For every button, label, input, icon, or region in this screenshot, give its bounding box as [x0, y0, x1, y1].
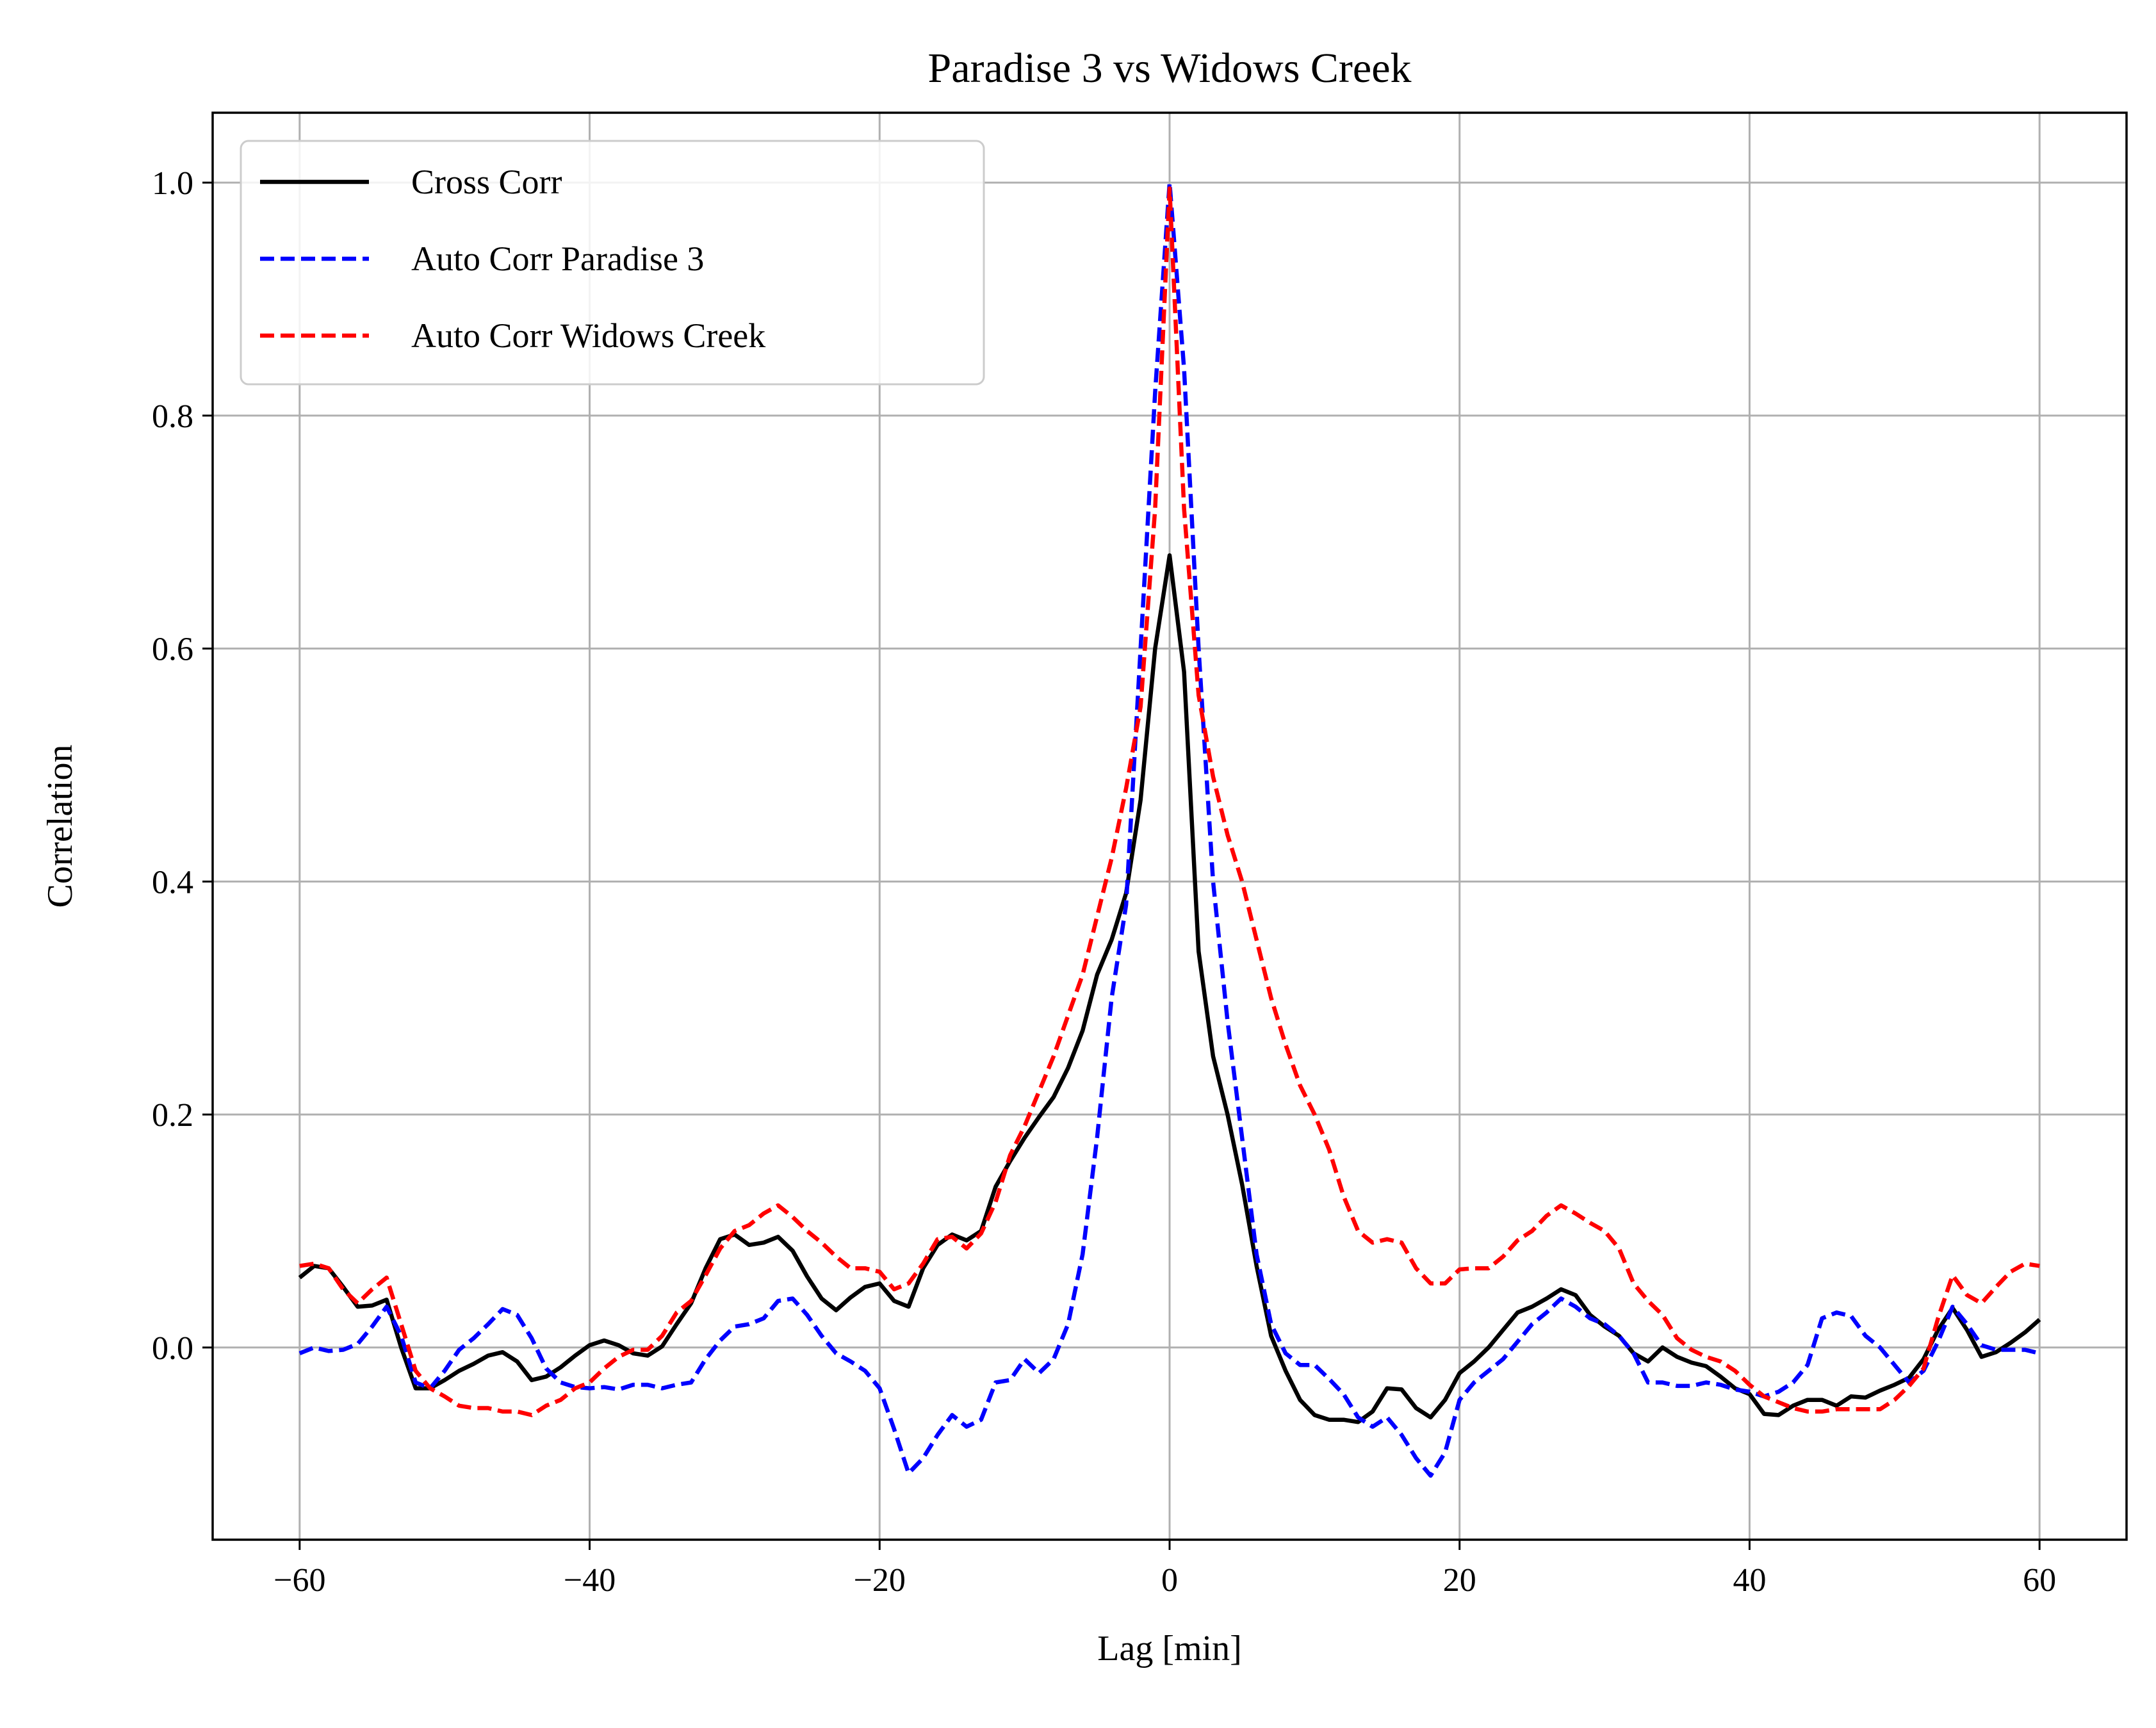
legend-label: Auto Corr Paradise 3: [411, 240, 704, 278]
x-tick-label: 0: [1161, 1562, 1178, 1599]
x-tick-label: −40: [564, 1562, 616, 1599]
series-line-2: [298, 180, 2040, 1478]
x-tick-label: 20: [1443, 1562, 1476, 1599]
chart-title: Paradise 3 vs Widows Creek: [927, 45, 1411, 92]
x-tick-label: −20: [854, 1562, 906, 1599]
y-tick-label: 0.6: [152, 632, 193, 668]
series-line-1: [298, 553, 2041, 1424]
series-line-3: [299, 186, 2040, 1417]
ticks: −60 −40 −20 0 20 40 60 0.0 0.2 0.4 0.6 0.8 1.0: [152, 165, 2056, 1599]
x-tick-label: 60: [2023, 1562, 2056, 1599]
legend-label: Cross Corr: [411, 163, 562, 201]
legend-label: Auto Corr Widows Creek: [411, 316, 765, 355]
y-tick-label: 1.0: [152, 165, 193, 202]
y-tick-label: 0.0: [152, 1330, 193, 1367]
x-tick-label: 40: [1733, 1562, 1766, 1599]
legend-box: [240, 140, 985, 386]
y-axis-title: Correlation: [40, 744, 80, 908]
y-tick-label: 0.4: [152, 864, 193, 901]
x-axis-title: Lag [min]: [1097, 1629, 1241, 1668]
legend: Cross Corr Auto Corr Paradise 3 Auto Corr …: [240, 140, 985, 386]
y-tick-label: 0.8: [152, 398, 193, 435]
series-layer: [298, 180, 2041, 1478]
y-tick-label: 0.2: [152, 1097, 193, 1134]
x-tick-label: −60: [274, 1562, 325, 1599]
